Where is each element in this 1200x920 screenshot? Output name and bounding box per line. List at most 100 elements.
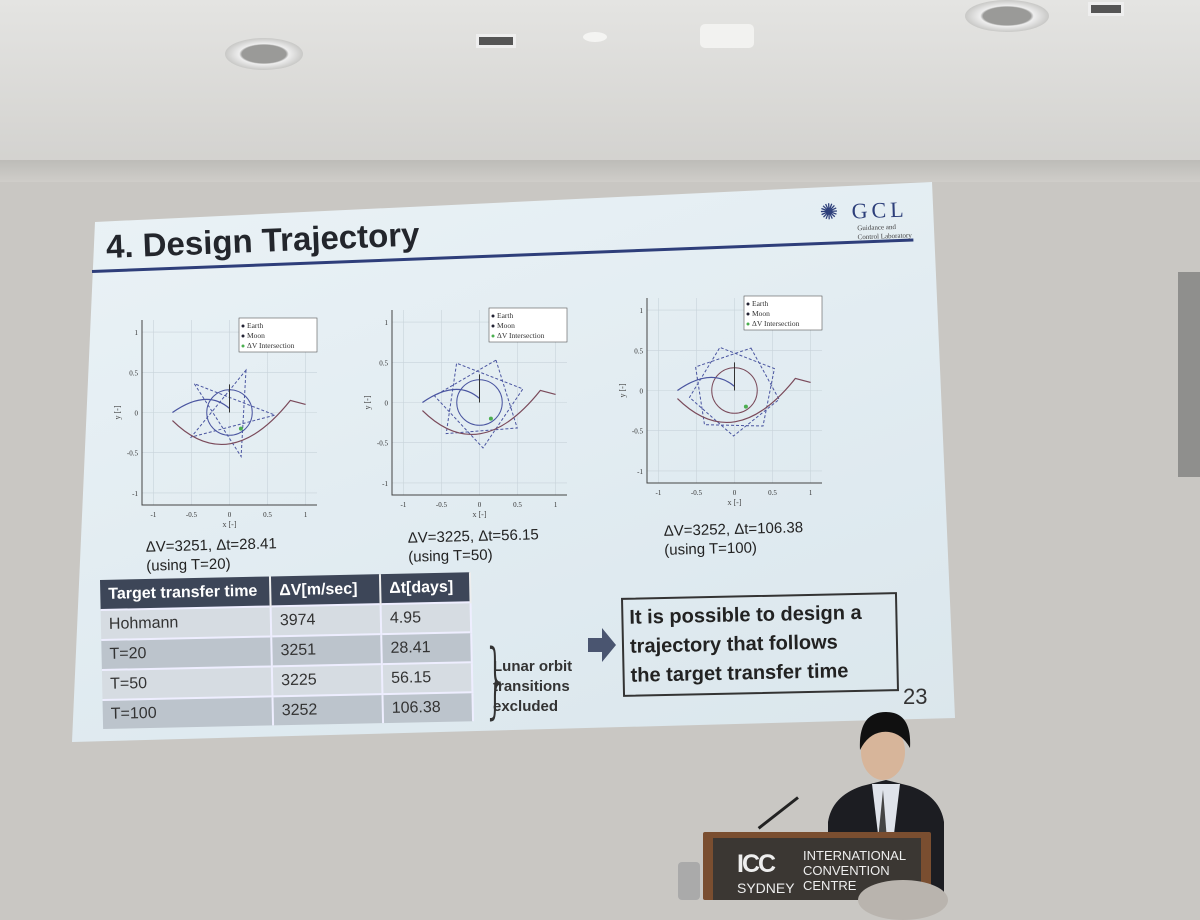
y-tick-label: 0.5 [379,359,388,367]
y-tick-label: -1 [382,480,388,488]
swirl-icon: ✺ [819,198,843,225]
y-tick-label: -0.5 [632,428,644,436]
y-tick-label: -1 [132,490,138,498]
transfer-trajectory [422,388,480,403]
y-tick-label: 1 [640,307,644,315]
legend-marker [746,302,750,306]
microphone [757,796,799,830]
intersection-point [238,426,243,431]
x-tick-label: -0.5 [186,511,198,519]
legend-marker [746,322,750,326]
legend-entry: ΔV Intersection [497,331,545,340]
page-number: 23 [903,684,928,709]
x-tick-label: 1 [554,501,558,509]
x-axis-label: x [-] [223,520,237,529]
intersection-point [743,404,748,409]
wall-panel [1178,272,1200,477]
legend-marker [241,344,245,348]
trajectory-plot-t20: -1 -0.5 0 0.5 1 -1 -0.5 0 0.5 1 x [-] y [-] EarthMoo… [113,317,318,529]
y-tick-label: 0.5 [129,369,138,377]
y-tick-label: -1 [637,468,643,476]
capture-trajectory [422,389,556,435]
x-tick-label: 0.5 [263,511,272,519]
audience-head [858,880,948,920]
legend-entry: Moon [752,309,770,318]
podium-name: INTERNATIONAL CONVENTION CENTRE [803,848,907,893]
y-axis-label: y [-] [363,395,372,409]
brace-icon: } [483,633,510,728]
x-axis-label: x [-] [728,498,742,507]
legend-entry: Earth [497,311,513,320]
y-tick-label: 1 [135,329,139,337]
logo-text: GCL [851,196,909,224]
x-tick-label: 0 [478,501,482,509]
dashed-trajectory [688,346,780,437]
plot-caption: ΔV=3251, Δt=28.41 (using T=20) [145,535,277,575]
dashed-trajectory [189,368,277,459]
x-tick-label: 0.5 [513,501,522,509]
legend-entry: Earth [752,299,768,308]
legend-entry: ΔV Intersection [752,319,800,328]
legend-entry: Earth [247,321,263,330]
x-tick-label: 0 [228,511,232,519]
y-tick-label: 0 [640,388,644,396]
legend-marker [746,312,750,316]
legend-box [238,317,318,353]
x-tick-label: 0.5 [768,489,777,497]
ceiling-light [1088,2,1124,16]
arrow-right-icon [588,628,616,662]
y-tick-label: 1 [385,319,389,327]
x-tick-label: -1 [400,501,406,509]
y-axis-label: y [-] [113,405,122,419]
legend-entry: Moon [247,331,265,340]
water-bottle [678,862,700,900]
x-tick-label: 1 [809,489,813,497]
trajectory-plot-t50: -1 -0.5 0 0.5 1 -1 -0.5 0 0.5 1 x [-] y [-] EarthMoo… [363,307,568,519]
results-table: Target transfer time ΔV[m/sec] Δt[days] Ho… [100,572,474,729]
y-tick-label: 0 [135,410,139,418]
x-tick-label: -1 [655,489,661,497]
y-tick-label: -0.5 [127,450,139,458]
legend-box [743,295,823,331]
axes [391,310,567,496]
conclusion-box: It is possible to design a trajectory tha… [620,592,900,697]
dashed-trajectory [433,359,524,449]
legend-marker [491,334,495,338]
gcl-logo: ✺ GCL Guidance and Control Laboratory [819,196,912,243]
transfer-trajectory [172,398,230,413]
legend-marker [491,314,495,318]
x-tick-label: -1 [150,511,156,519]
axes [646,298,822,484]
ceiling-speaker [965,0,1049,32]
capture-trajectory [677,377,811,423]
sprinkler [583,32,607,42]
plot-caption: ΔV=3252, Δt=106.38 (using T=100) [663,519,804,559]
legend-marker [491,324,495,328]
y-axis-label: y [-] [618,383,627,397]
wall-ledge [0,160,1200,182]
ceiling-speaker [225,38,303,70]
plot-caption: ΔV=3225, Δt=56.15 (using T=50) [407,526,539,566]
logo-subtitle: Control Laboratory [857,231,912,242]
x-tick-label: -0.5 [691,489,703,497]
smoke-detector [700,24,754,48]
transfer-trajectory [677,376,735,391]
legend-marker [241,324,245,328]
y-tick-label: 0.5 [634,347,643,355]
x-tick-label: 0 [733,489,737,497]
legend-marker [241,334,245,338]
x-axis-label: x [-] [473,510,487,519]
ceiling-light [476,34,516,48]
trajectory-plot-t100: -1 -0.5 0 0.5 1 -1 -0.5 0 0.5 1 x [-] y [-] EarthMoo… [618,295,823,507]
intersection-point [488,416,493,421]
capture-trajectory [172,399,306,445]
axes [141,320,317,506]
legend-entry: ΔV Intersection [247,341,295,350]
legend-box [488,307,568,343]
podium-city: SYDNEY [737,880,795,896]
y-tick-label: -0.5 [377,440,389,448]
x-tick-label: 1 [304,511,308,519]
icc-logo: ICC [737,850,776,878]
legend-entry: Moon [497,321,515,330]
x-tick-label: -0.5 [436,501,448,509]
